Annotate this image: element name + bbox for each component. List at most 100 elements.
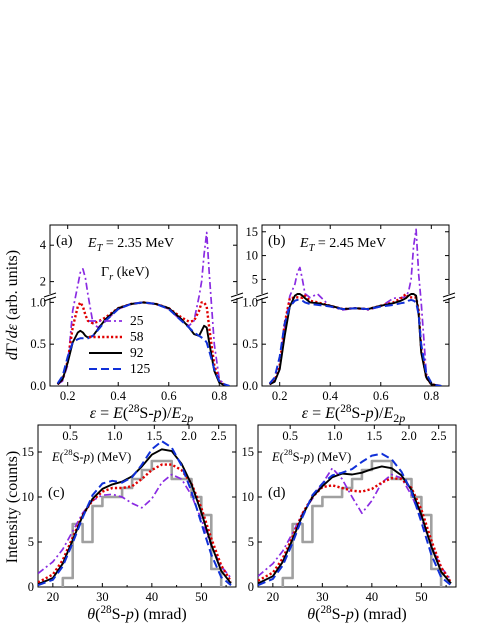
panel-b-series-125 [268, 298, 442, 386]
panel-d-series-125 [258, 452, 452, 587]
panel-b-axis-break-gap [256, 294, 268, 298]
panel-a-x-tick-label: 0.6 [161, 389, 177, 403]
panel-b-axis-break [255, 296, 269, 302]
panel-d-histogram [281, 459, 443, 587]
panel-d-label: (d) [268, 485, 286, 501]
panel-c-top-tick-label: 1.0 [107, 429, 123, 443]
panel-c-plot-area [38, 440, 233, 587]
legend-item-92: 92 [130, 345, 144, 360]
panel-d-plot-area [258, 452, 453, 587]
panel-d-top-tick-label: 2.0 [401, 429, 417, 443]
panel-c-top-tick-label: 2.0 [181, 429, 197, 443]
panel-d-top-tick-label: 1.5 [367, 429, 383, 443]
panel-a-axis-break-gap [44, 294, 56, 298]
panel-b-axis-break [442, 296, 456, 302]
panel-d-y-tick-label: 15 [242, 445, 255, 459]
panel-b-axis-break-gap [443, 294, 455, 298]
panel-c-frame [37, 424, 237, 588]
panel-b-y-tick-label: 0.0 [242, 379, 258, 393]
panel-a-x-tick-label: 0.8 [211, 389, 227, 403]
panel-b-label: (b) [268, 233, 286, 249]
panel-b-y-tick-label: 0.5 [242, 337, 258, 351]
panel-d-x-tick-label: 20 [267, 590, 280, 604]
panel-a-y-tick-label: 0.5 [30, 337, 46, 351]
panel-a-y-tick-label: 4 [40, 238, 47, 252]
panel-d-top-tick-label: 1.0 [327, 429, 343, 443]
y-label-bottom: Intensity (counts) [4, 451, 21, 563]
panel-c-top-axis-label: E(28S-p) (MeV) [51, 447, 131, 464]
panel-b-x-label: ε = E(28S-p)/E2p [302, 403, 405, 425]
panel-a-frame [49, 224, 238, 387]
y-label-bottom-text: Intensity (counts) [4, 451, 21, 563]
legend-item-58: 58 [130, 329, 144, 344]
panel-c-series-92 [38, 448, 232, 586]
panel-d-top-tick-label: 2.5 [431, 429, 447, 443]
panel-a-series-125 [56, 301, 230, 386]
panel-d-top-axis-label: E(28S-p) (MeV) [271, 447, 351, 464]
panel-d-series-58 [258, 476, 453, 584]
panel-b: 0.2 0.4 0.6 0.8 0.0 0.5 1.0 5 10 15 (b) ET = 2.45 M… [242, 224, 456, 425]
panel-c-top-tick-label: 1.5 [147, 429, 163, 443]
panel-b-x-tick-label: 0.8 [423, 389, 439, 403]
panel-d-x-label: θ(28S-p) (mrad) [307, 604, 406, 623]
panel-a-label: (a) [56, 233, 73, 249]
panel-d-y-tick-label: 10 [242, 490, 255, 504]
panel-c-x-tick-label: 30 [96, 590, 109, 604]
y-label-top-text: dΓ/dε (arb. units) [4, 250, 21, 360]
panel-b-axis-break [255, 292, 269, 298]
panel-d-series-92 [258, 465, 452, 585]
panel-b-curves [268, 228, 442, 386]
panel-a-axis-break [230, 296, 244, 302]
panel-a-series-92 [56, 301, 230, 386]
panel-a: 0.2 0.4 0.6 0.8 0.0 0.5 1.0 2 4 (a) ET = 2.35 MeV ε… [30, 224, 244, 425]
legend-item-25: 25 [130, 313, 144, 328]
panel-d-y-tick-label: 0 [248, 580, 254, 594]
panel-c-x-tick-label: 20 [47, 590, 60, 604]
panel-c-histogram [61, 459, 223, 587]
panel-c: 20 30 40 50 0.5 1.0 1.5 2.0 2.5 0 5 10 15 E(28S-p) (M… [22, 424, 237, 623]
legend-item-125: 125 [130, 361, 151, 376]
panel-c-top-tick-label: 2.5 [211, 429, 227, 443]
panel-c-x-label: θ(28S-p) (mrad) [87, 604, 186, 623]
panel-c-y-tick-label: 5 [28, 535, 34, 549]
panel-d-top-tick-label: 0.5 [282, 429, 298, 443]
panel-d-x-tick-label: 30 [316, 590, 329, 604]
panel-d-frame [257, 424, 457, 588]
panel-c-label: (c) [48, 485, 65, 501]
panel-d-y-tick-label: 5 [248, 535, 254, 549]
panel-c-y-tick-label: 10 [22, 490, 35, 504]
panel-a-x-tick-label: 0.4 [110, 389, 126, 403]
panel-d-x-tick-label: 50 [415, 590, 428, 604]
panel-b-x-tick-label: 0.6 [373, 389, 389, 403]
panel-a-annotation: ET = 2.35 MeV [87, 236, 174, 254]
panel-c-x-tick-label: 40 [146, 590, 159, 604]
panel-a-x-tick-label: 0.2 [60, 389, 76, 403]
panel-a-y-tick-label: 2 [40, 275, 46, 289]
panel-b-axis-break [442, 292, 456, 298]
panel-b-x-tick-label: 0.2 [272, 389, 288, 403]
panel-b-y-tick-label: 15 [246, 225, 259, 239]
legend-title: Γr (keV) [101, 265, 150, 283]
panel-d: 20 30 40 50 0.5 1.0 1.5 2.0 2.5 0 5 10 15 E(28S-p) (M… [242, 424, 457, 623]
panel-a-y-tick-label: 0.0 [30, 379, 46, 393]
panel-c-top-tick-label: 0.5 [62, 429, 78, 443]
panel-a-y-tick-label: 1.0 [30, 295, 46, 309]
panel-a-axis-break [43, 296, 57, 302]
panel-c-series-125 [38, 440, 232, 587]
panel-b-annotation: ET = 2.45 MeV [299, 236, 386, 254]
panel-a-axis-break [230, 292, 244, 298]
panel-b-y-tick-label: 10 [246, 249, 259, 263]
panel-a-axis-break [43, 292, 57, 298]
panel-c-y-tick-label: 15 [22, 445, 35, 459]
panel-a-x-label: ε = E(28S-p)/E2p [90, 403, 193, 425]
panel-a-curves [56, 231, 230, 386]
panel-b-y-tick-label: 5 [252, 272, 258, 286]
panel-d-x-tick-label: 40 [366, 590, 379, 604]
panel-b-x-tick-label: 0.4 [322, 389, 338, 403]
panel-c-x-tick-label: 50 [195, 590, 208, 604]
panel-d-series-25 [258, 467, 452, 581]
panel-b-frame [261, 224, 450, 387]
panel-a-axis-break-gap [231, 294, 243, 298]
